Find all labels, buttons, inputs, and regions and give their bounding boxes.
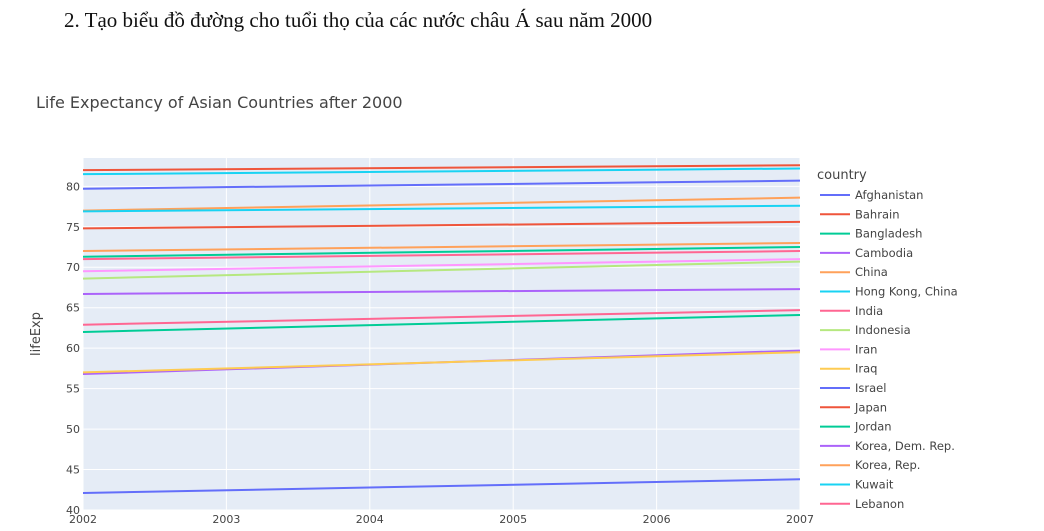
legend-entry: Korea, Rep.: [855, 458, 920, 472]
legend-entry: Korea, Dem. Rep.: [855, 439, 955, 453]
legend-entry: Iraq: [855, 362, 877, 376]
legend-entry: Bahrain: [855, 207, 899, 221]
x-axis-ticks: 2002 2003 2004 2005 2006 2007: [69, 513, 814, 526]
y-tick-label: 70: [66, 261, 80, 274]
series-lines: [82, 164, 801, 495]
series-line-india: [82, 309, 801, 326]
legend-entry: Cambodia: [855, 246, 913, 260]
series-line-jordan: [82, 246, 801, 258]
document-heading: 2. Tạo biểu đồ đường cho tuổi thọ của cá…: [64, 8, 653, 32]
series-line-hong-kong-china: [82, 167, 801, 176]
legend-entry: Jordan: [854, 420, 892, 434]
series-line-japan: [82, 164, 801, 172]
y-tick-label: 60: [66, 342, 80, 355]
series-line-bangladesh: [82, 313, 801, 333]
series-line-israel: [82, 179, 801, 190]
y-tick-label: 40: [66, 504, 80, 517]
series-line-china: [82, 241, 801, 253]
series-line-iran: [82, 258, 801, 273]
legend-title: country: [817, 168, 867, 183]
chart-title: Life Expectancy of Asian Countries after…: [36, 93, 403, 112]
x-tick-label: 2006: [643, 513, 671, 526]
y-tick-label: 75: [66, 221, 80, 234]
y-tick-label: 45: [66, 464, 80, 477]
y-tick-label: 65: [66, 302, 80, 315]
y-axis-title: lifeExp: [29, 312, 44, 356]
y-tick-label: 50: [66, 423, 80, 436]
series-line-korea-dem-rep-: [82, 288, 801, 295]
legend-entry: Afghanistan: [855, 188, 923, 202]
x-tick-label: 2004: [356, 513, 384, 526]
x-tick-label: 2003: [212, 513, 240, 526]
legend-entry: India: [855, 304, 883, 318]
series-line-iraq: [82, 351, 801, 374]
x-tick-label: 2005: [499, 513, 527, 526]
plot-background: [83, 158, 800, 510]
series-line-korea-rep-: [82, 196, 801, 212]
legend-entry: Kuwait: [855, 478, 894, 492]
legend-entry: China: [855, 265, 888, 279]
series-line-afghanistan: [82, 478, 801, 495]
y-tick-label: 80: [66, 180, 80, 193]
legend-entry: Hong Kong, China: [855, 285, 958, 299]
grid-lines: [82, 158, 801, 511]
legend-entry: Bangladesh: [855, 227, 922, 241]
legend-entry: Japan: [854, 400, 887, 414]
y-axis-ticks: 40 45 50 55 60 65 70 75 80: [66, 180, 80, 517]
series-line-indonesia: [82, 260, 801, 280]
legend: Afghanistan Bahrain Bangladesh Cambodia Chin…: [820, 188, 958, 511]
x-tick-label: 2007: [786, 513, 814, 526]
y-tick-label: 55: [66, 383, 80, 396]
legend-entry: Lebanon: [855, 497, 904, 511]
x-tick-label: 2002: [69, 513, 97, 526]
series-line-bahrain: [82, 220, 801, 230]
series-line-lebanon: [82, 250, 801, 261]
legend-entry: Indonesia: [855, 323, 911, 337]
legend-entry: Israel: [855, 381, 886, 395]
series-line-kuwait: [82, 204, 801, 213]
legend-entry: Iran: [855, 342, 877, 356]
